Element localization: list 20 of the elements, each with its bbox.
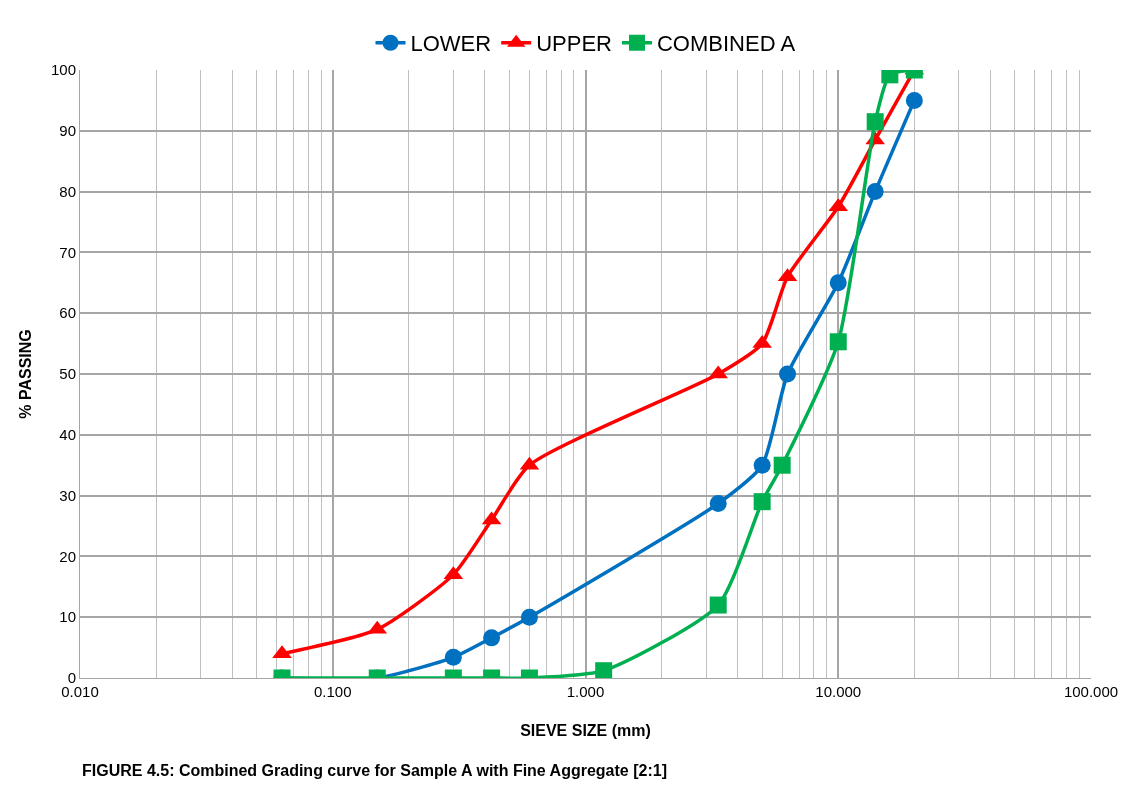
y-tick-label: 100: [50, 61, 76, 79]
caption: FIGURE 4.5: Combined Grading curve for Sample A with Fine Aggregate [2:1]: [82, 762, 667, 779]
y-tick-label: 80: [59, 182, 76, 200]
y-tick-label: 20: [59, 547, 76, 565]
x-tick-label: 10.000: [815, 683, 862, 700]
y-axis-title: % PASSING: [16, 329, 34, 419]
y-tick-label: 90: [59, 122, 76, 140]
x-tick-label: 100.000: [1063, 683, 1119, 700]
y-tick-label: 40: [59, 426, 76, 444]
y-tick-label: 10: [59, 608, 76, 626]
legend-label: UPPER: [536, 31, 612, 57]
y-tick-label: 30: [59, 486, 76, 504]
x-axis-title: SIEVE SIZE (mm): [520, 721, 651, 739]
y-tick-label: 70: [59, 243, 76, 261]
x-tick-label: 1.000: [566, 683, 605, 700]
legend-label: COMBINED A: [656, 31, 796, 57]
y-tick-label: 50: [59, 365, 76, 383]
legend-label: LOWER: [410, 31, 492, 57]
y-tick-label: 60: [59, 304, 76, 322]
x-tick-label: 0.100: [313, 683, 352, 700]
